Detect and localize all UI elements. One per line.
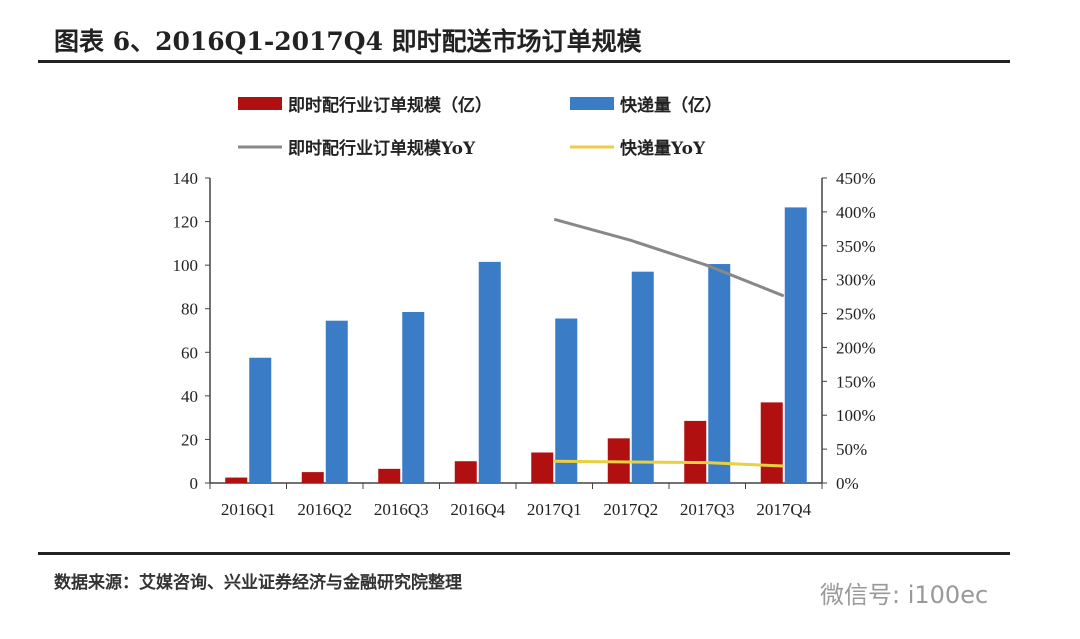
watermark: 微信号: i100ec (820, 581, 989, 609)
bar-express-2016Q3 (402, 311, 425, 483)
bottom-rule (38, 552, 1010, 555)
legend-label: 即时配行业订单规模YoY (288, 138, 476, 159)
y-tick-label: 40 (181, 387, 198, 406)
x-tick-label: 2016Q3 (374, 500, 429, 519)
x-tick-label: 2016Q1 (221, 500, 276, 519)
line-express-yoy (554, 459, 784, 468)
legend-swatch (238, 97, 282, 110)
y2-tick-label: 0% (836, 474, 859, 493)
bar-instant-delivery-2016Q1 (225, 477, 248, 483)
x-tick-label: 2016Q2 (297, 500, 352, 519)
x-tick-label: 2017Q4 (756, 500, 811, 519)
bar-instant-delivery-2017Q3 (684, 420, 707, 483)
x-tick-label: 2017Q1 (527, 500, 582, 519)
y2-tick-label: 450% (836, 169, 876, 188)
line-instant-delivery-yoy (553, 217, 785, 298)
bar-instant-delivery-2017Q4 (760, 402, 783, 483)
y2-tick-label: 250% (836, 305, 876, 324)
y-tick-label: 120 (173, 213, 199, 232)
bar-express-2017Q1 (555, 318, 578, 483)
y2-tick-label: 200% (836, 338, 876, 357)
bar-express-2016Q2 (325, 320, 348, 483)
y-tick-label: 140 (173, 169, 199, 188)
source-note: 数据来源：艾媒咨询、兴业证券经济与金融研究院整理 (54, 573, 462, 593)
y-tick-label: 60 (181, 343, 198, 362)
x-tick-label: 2017Q2 (603, 500, 658, 519)
bar-express-2017Q2 (631, 271, 654, 483)
bar-instant-delivery-2016Q2 (301, 472, 324, 483)
top-rule (38, 60, 1010, 63)
legend-label: 快递量（亿） (620, 95, 722, 116)
y2-tick-label: 50% (836, 440, 867, 459)
bar-instant-delivery-2017Q1 (531, 452, 554, 483)
bar-instant-delivery-2016Q3 (378, 468, 401, 483)
bar-express-2017Q4 (784, 207, 807, 484)
bar-express-2017Q3 (708, 264, 731, 483)
y2-tick-label: 300% (836, 271, 876, 290)
x-tick-label: 2017Q3 (680, 500, 735, 519)
legend-label: 快递量YoY (620, 138, 706, 159)
y-tick-label: 80 (181, 300, 198, 319)
bar-express-2016Q1 (249, 357, 272, 483)
y2-tick-label: 100% (836, 406, 876, 425)
bar-instant-delivery-2016Q4 (454, 461, 477, 483)
y-tick-label: 100 (173, 256, 199, 275)
legend-label: 即时配行业订单规模（亿） (288, 95, 492, 116)
bar-express-2016Q4 (478, 261, 501, 483)
y-tick-label: 20 (181, 430, 198, 449)
x-tick-label: 2016Q4 (450, 500, 505, 519)
y2-tick-label: 400% (836, 203, 876, 222)
y2-tick-label: 150% (836, 372, 876, 391)
legend-swatch (570, 97, 614, 110)
y-tick-label: 0 (190, 474, 199, 493)
chart-title: 图表 6、2016Q1-2017Q4 即时配送市场订单规模 (54, 27, 642, 56)
y2-tick-label: 350% (836, 237, 876, 256)
